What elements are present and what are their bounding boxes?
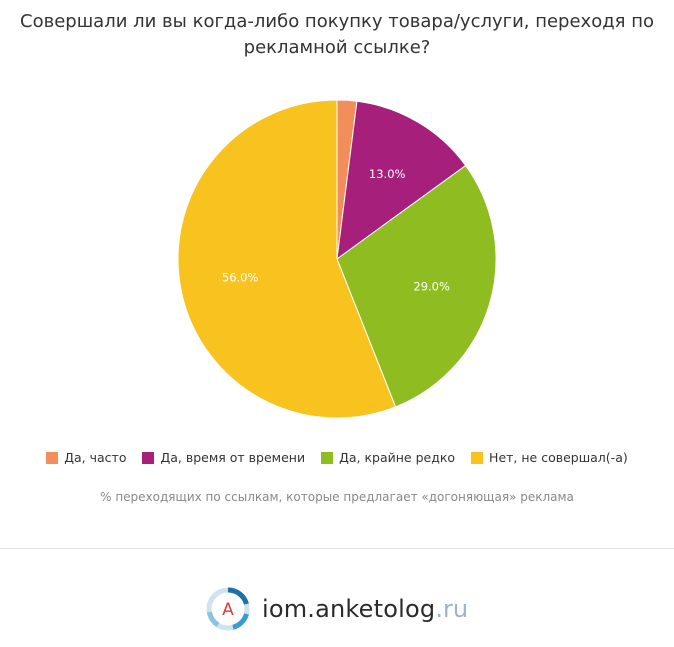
legend-swatch: [46, 451, 59, 464]
footer-brand[interactable]: A iom.anketolog .ru: [0, 586, 674, 632]
pie-slice[interactable]: [336, 100, 467, 261]
pie-slice[interactable]: [336, 164, 497, 408]
legend-item[interactable]: Да, часто: [46, 450, 126, 465]
legend-label: Да, крайне редко: [339, 450, 456, 465]
brand-text: iom.anketolog .ru: [262, 595, 468, 623]
logo-letter: A: [222, 600, 234, 620]
chart-title: Совершали ли вы когда-либо покупку товар…: [20, 11, 654, 58]
pie-chart: 13.0% 29.0% 56.0%: [177, 99, 497, 419]
legend-label: Нет, не совершал(-а): [489, 450, 628, 465]
brand-name: iom.anketolog: [261, 595, 436, 623]
legend-label: Да, часто: [64, 450, 127, 465]
slice-data-label: 13.0%: [369, 167, 406, 181]
chart-legend: Да, часто Да, время от времени Да, крайн…: [0, 450, 674, 465]
slice-data-label: 56.0%: [222, 270, 259, 284]
legend-swatch: [471, 451, 484, 464]
legend-label: Да, время от времени: [160, 450, 306, 465]
footer-divider: [0, 548, 674, 549]
pie-slice[interactable]: [177, 99, 397, 419]
legend-item[interactable]: Да, время от времени: [142, 450, 305, 465]
legend-swatch: [321, 451, 334, 464]
legend-swatch: [142, 451, 155, 464]
brand-tld: .ru: [435, 595, 469, 623]
anketolog-logo-icon: A: [206, 587, 250, 631]
chart-caption: % переходящих по ссылкам, которые предла…: [100, 490, 574, 504]
legend-item[interactable]: Нет, не совершал(-а): [471, 450, 628, 465]
legend-item[interactable]: Да, крайне редко: [321, 450, 455, 465]
slice-data-label: 29.0%: [413, 280, 450, 294]
